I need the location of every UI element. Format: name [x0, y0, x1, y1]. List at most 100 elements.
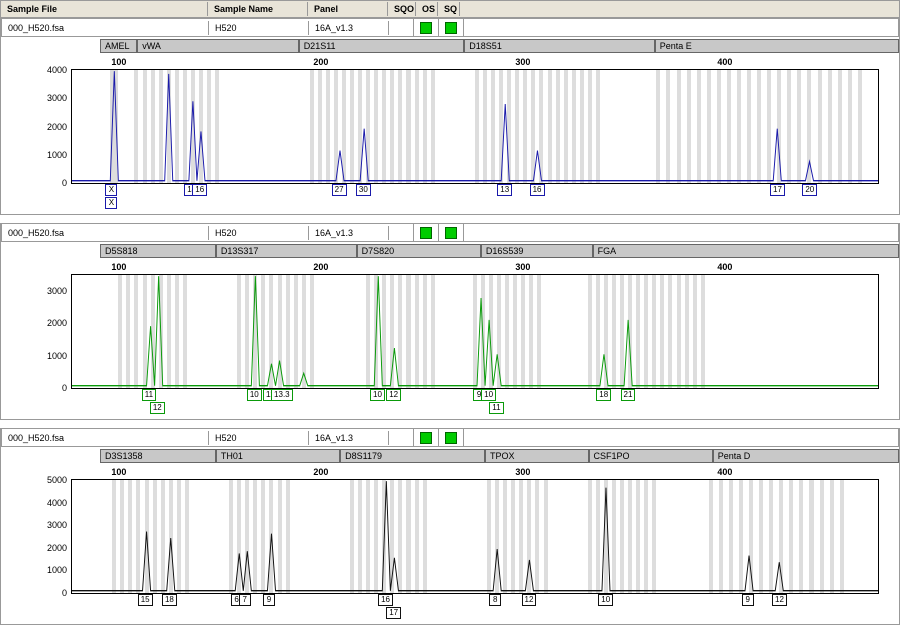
allele-call[interactable]: 18: [162, 594, 177, 606]
allele-call[interactable]: 16: [378, 594, 393, 606]
electropherogram-plot[interactable]: 0100020003000: [71, 274, 879, 389]
sqo-led: [389, 429, 414, 446]
locus-label: D21S11: [299, 39, 465, 53]
y-tick-label: 1000: [32, 565, 67, 575]
x-axis-ticks: 100 200 300 400: [71, 57, 879, 69]
y-tick-label: 1000: [32, 351, 67, 361]
allele-call[interactable]: 10: [481, 389, 496, 401]
allele-call[interactable]: 13: [497, 184, 512, 196]
sample-info-row: 000_H520.fsa H520 16A_v1.3: [1, 429, 899, 447]
os-led: [414, 19, 439, 36]
allele-call[interactable]: 16: [530, 184, 545, 196]
sample-name-value: H520: [209, 226, 309, 240]
x-tick-label: 400: [717, 262, 732, 272]
col-panel: Panel: [308, 2, 388, 16]
allele-call[interactable]: 21: [621, 389, 636, 401]
allele-call[interactable]: 9: [263, 594, 275, 606]
x-tick-label: 100: [111, 262, 126, 272]
y-tick-label: 3000: [32, 520, 67, 530]
locus-label: D7S820: [357, 244, 481, 258]
status-led-icon: [420, 227, 432, 239]
locus-label: D16S539: [481, 244, 593, 258]
y-tick-label: 4000: [32, 65, 67, 75]
x-tick-label: 300: [515, 467, 530, 477]
y-tick-label: 2000: [32, 122, 67, 132]
allele-call[interactable]: X: [105, 197, 117, 209]
panel-value: 16A_v1.3: [309, 226, 389, 240]
locus-label: CSF1PO: [589, 449, 713, 463]
locus-label: Penta D: [713, 449, 899, 463]
x-tick-label: 300: [515, 57, 530, 67]
sq-led: [439, 19, 464, 36]
status-led-icon: [420, 432, 432, 444]
allele-call[interactable]: 13.3: [271, 389, 293, 401]
status-led-icon: [445, 432, 457, 444]
status-led-icon: [420, 22, 432, 34]
sample-file-value: 000_H520.fsa: [2, 21, 209, 35]
allele-call[interactable]: 9: [742, 594, 754, 606]
allele-call[interactable]: 30: [356, 184, 371, 196]
allele-call[interactable]: 10: [247, 389, 262, 401]
column-header-row: Sample File Sample Name Panel SQO OS SQ: [0, 0, 900, 18]
x-tick-label: 400: [717, 57, 732, 67]
panel-value: 16A_v1.3: [309, 431, 389, 445]
y-tick-label: 3000: [32, 286, 67, 296]
electropherogram-plot[interactable]: 01000200030004000: [71, 69, 879, 184]
status-led-icon: [445, 22, 457, 34]
allele-call[interactable]: 12: [772, 594, 787, 606]
allele-call[interactable]: 17: [386, 607, 401, 619]
y-tick-label: 4000: [32, 498, 67, 508]
allele-call[interactable]: 10: [370, 389, 385, 401]
trace-line: [72, 275, 878, 388]
sample-name-value: H520: [209, 21, 309, 35]
allele-call[interactable]: 12: [522, 594, 537, 606]
sqo-led: [389, 224, 414, 241]
locus-label: D8S1179: [340, 449, 485, 463]
allele-call[interactable]: 10: [598, 594, 613, 606]
sample-file-value: 000_H520.fsa: [2, 431, 209, 445]
locus-label: D3S1358: [100, 449, 216, 463]
y-tick-label: 2000: [32, 543, 67, 553]
panel-value: 16A_v1.3: [309, 21, 389, 35]
allele-call[interactable]: 16: [192, 184, 207, 196]
allele-call[interactable]: 18: [596, 389, 611, 401]
col-sq: SQ: [438, 2, 460, 16]
x-tick-label: 200: [313, 262, 328, 272]
locus-labels-row: D5S818D13S317D7S820D16S539FGA: [1, 242, 899, 262]
locus-label: vWA: [137, 39, 298, 53]
col-sample-name: Sample Name: [208, 2, 308, 16]
electropherogram-plot[interactable]: 010002000300040005000: [71, 479, 879, 594]
allele-call[interactable]: X: [105, 184, 117, 196]
x-tick-label: 200: [313, 57, 328, 67]
col-sample-file: Sample File: [1, 2, 208, 16]
x-tick-label: 400: [717, 467, 732, 477]
locus-label: FGA: [593, 244, 899, 258]
sample-info-row: 000_H520.fsa H520 16A_v1.3: [1, 19, 899, 37]
allele-call[interactable]: 20: [802, 184, 817, 196]
allele-call[interactable]: 15: [138, 594, 153, 606]
locus-label: D13S317: [216, 244, 357, 258]
x-tick-label: 300: [515, 262, 530, 272]
trace-line: [72, 480, 878, 593]
locus-labels-row: D3S1358TH01D8S1179TPOXCSF1POPenta D: [1, 447, 899, 467]
sample-info-row: 000_H520.fsa H520 16A_v1.3: [1, 224, 899, 242]
allele-call[interactable]: 7: [239, 594, 251, 606]
sample-file-value: 000_H520.fsa: [2, 226, 209, 240]
allele-call[interactable]: 12: [386, 389, 401, 401]
allele-call[interactable]: 17: [770, 184, 785, 196]
os-led: [414, 224, 439, 241]
y-tick-label: 2000: [32, 318, 67, 328]
x-tick-label: 100: [111, 57, 126, 67]
allele-call[interactable]: 11: [489, 402, 503, 414]
allele-calls-row: XX1416273013161720: [1, 184, 899, 214]
locus-labels-row: AMELvWAD21S11D18S51Penta E: [1, 37, 899, 57]
y-tick-label: 1000: [32, 150, 67, 160]
y-tick-label: 5000: [32, 475, 67, 485]
allele-call[interactable]: 11: [142, 389, 156, 401]
allele-call[interactable]: 12: [150, 402, 165, 414]
locus-label: D18S51: [464, 39, 654, 53]
allele-call[interactable]: 27: [332, 184, 347, 196]
allele-calls-row: 1112101213.31012910111821: [1, 389, 899, 419]
os-led: [414, 429, 439, 446]
allele-call[interactable]: 8: [489, 594, 501, 606]
